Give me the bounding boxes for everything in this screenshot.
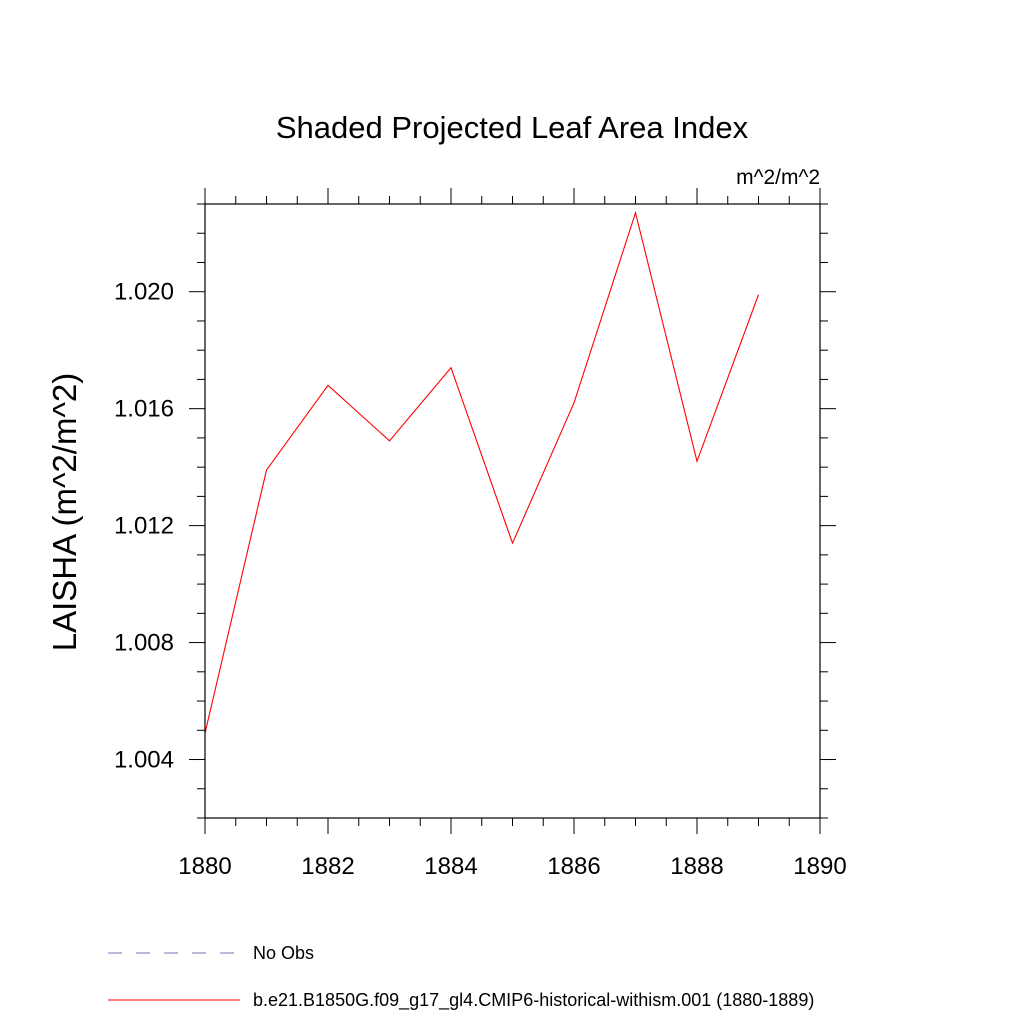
data-point xyxy=(265,469,268,472)
y-tick-label: 1.012 xyxy=(114,513,174,540)
series-line xyxy=(204,210,760,734)
y-axis-label: LAISHA (m^2/m^2) xyxy=(46,373,83,652)
data-point xyxy=(327,384,330,387)
data-point xyxy=(696,460,699,463)
data-point xyxy=(388,439,391,442)
plot-series xyxy=(204,210,760,734)
data-point xyxy=(757,293,760,296)
data-point xyxy=(511,542,514,545)
y-tick-label: 1.008 xyxy=(114,630,174,657)
x-tick-label: 1890 xyxy=(793,853,846,880)
data-point xyxy=(573,401,576,404)
axis-ticks: 1880 1882 1884 1886 1888 1890 1.004 1.008 1.012 1… xyxy=(114,188,847,880)
legend-label: b.e21.B1850G.f09_g17_gl4.CMIP6-historica… xyxy=(253,990,814,1011)
y-tick-label: 1.020 xyxy=(114,279,174,306)
data-point xyxy=(450,366,453,369)
x-tick-label: 1882 xyxy=(301,853,354,880)
x-tick-label: 1880 xyxy=(178,853,231,880)
legend-label: No Obs xyxy=(253,943,314,963)
plot-frame xyxy=(204,203,821,819)
y-tick-label: 1.016 xyxy=(114,396,174,423)
legend: No Obs b.e21.B1850G.f09_g17_gl4.CMIP6-his… xyxy=(108,943,814,1011)
units-label: m^2/m^2 xyxy=(736,166,820,189)
y-tick-label: 1.004 xyxy=(114,747,174,774)
x-tick-label: 1886 xyxy=(547,853,600,880)
data-point xyxy=(634,211,637,214)
chart-title: Shaded Projected Leaf Area Index xyxy=(276,110,749,145)
x-tick-label: 1884 xyxy=(424,853,477,880)
x-tick-label: 1888 xyxy=(670,853,723,880)
